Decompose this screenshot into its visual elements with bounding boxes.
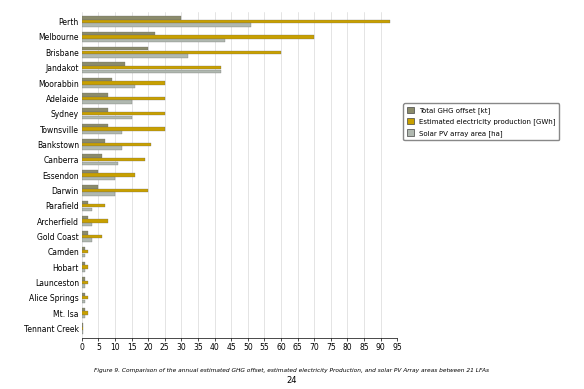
Bar — [82, 265, 88, 269]
Bar — [82, 143, 151, 146]
Bar — [82, 23, 251, 27]
Bar — [82, 35, 314, 39]
Bar — [82, 284, 85, 287]
Bar — [82, 139, 105, 142]
Bar — [82, 63, 125, 66]
Bar — [82, 231, 88, 235]
Bar — [82, 315, 85, 318]
Bar — [82, 293, 85, 296]
Bar — [82, 262, 85, 265]
Bar — [82, 100, 131, 103]
Bar — [82, 85, 135, 88]
Bar — [82, 47, 148, 51]
Bar — [82, 247, 85, 250]
Bar — [82, 70, 221, 73]
Bar — [82, 235, 102, 238]
Bar — [82, 109, 108, 112]
Bar — [82, 308, 85, 311]
Bar — [82, 66, 221, 69]
Bar — [82, 146, 121, 150]
Bar — [82, 161, 119, 165]
Bar — [82, 208, 92, 211]
Bar — [82, 51, 281, 54]
Bar — [82, 250, 88, 254]
Bar — [82, 78, 112, 81]
Bar — [82, 39, 224, 42]
Bar — [82, 20, 391, 23]
Bar — [82, 323, 83, 327]
Bar — [82, 277, 85, 280]
Bar — [82, 177, 115, 180]
Text: 24: 24 — [287, 376, 297, 385]
Bar — [82, 116, 131, 119]
Bar — [82, 296, 88, 300]
Bar — [82, 216, 88, 219]
Bar — [82, 81, 165, 85]
Bar — [82, 223, 92, 226]
Bar — [82, 300, 85, 303]
Bar — [82, 154, 102, 158]
Legend: Total GHG offset [kt], Estimated electricity production [GWh], Solar PV array ar: Total GHG offset [kt], Estimated electri… — [404, 103, 559, 140]
Bar — [82, 327, 84, 330]
Bar — [82, 32, 155, 35]
Bar — [82, 204, 105, 207]
Bar — [82, 131, 121, 134]
Bar — [82, 312, 88, 315]
Bar — [82, 170, 98, 173]
Bar — [82, 281, 88, 284]
Bar — [82, 93, 108, 96]
Text: Figure 9. Comparison of the annual estimated GHG offset, estimated electricity P: Figure 9. Comparison of the annual estim… — [95, 368, 489, 373]
Bar — [82, 238, 92, 242]
Bar — [82, 254, 85, 257]
Bar — [82, 16, 182, 20]
Bar — [82, 54, 188, 58]
Bar — [82, 185, 98, 189]
Bar — [82, 173, 135, 177]
Bar — [82, 330, 83, 334]
Bar — [82, 269, 85, 272]
Bar — [82, 158, 145, 161]
Bar — [82, 219, 108, 223]
Bar — [82, 192, 115, 196]
Bar — [82, 189, 148, 192]
Bar — [82, 124, 108, 127]
Bar — [82, 96, 165, 100]
Bar — [82, 112, 165, 116]
Bar — [82, 127, 165, 131]
Bar — [82, 200, 88, 204]
